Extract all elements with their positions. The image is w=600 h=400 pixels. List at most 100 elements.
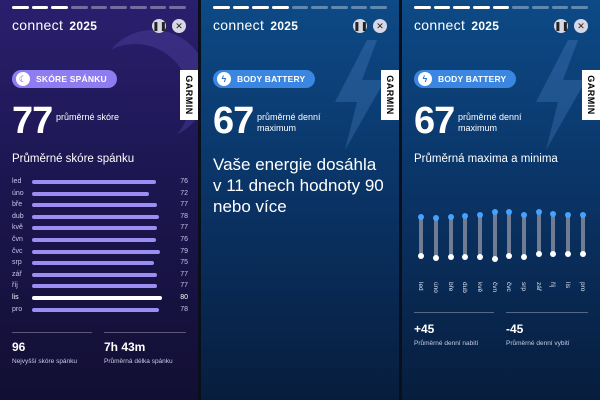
sleep-value-label: 78: [180, 212, 188, 220]
month-label: dub: [461, 282, 469, 293]
range-column: bře: [446, 200, 456, 310]
divider: [506, 312, 588, 313]
min-point: [521, 254, 527, 261]
lightning-icon: ϟ: [418, 72, 432, 86]
sleep-bar-row: čvc 79: [12, 247, 188, 259]
sleep-bar: [32, 226, 158, 231]
sleep-bar: [32, 261, 154, 266]
max-point: [433, 215, 439, 222]
month-label: lis: [564, 282, 571, 289]
moon-icon: ☾: [16, 72, 30, 86]
min-point: [433, 255, 439, 261]
range-chart-title: Průměrná maxima a minima: [414, 153, 558, 165]
month-label: čvc: [12, 247, 23, 255]
body-battery-badge: ϟ BODY BATTERY: [414, 70, 517, 88]
best-sleep-score-stat: 96 Nejvyšší skóre spánku: [12, 340, 78, 365]
sleep-bar: [32, 307, 159, 312]
sleep-value-label: 77: [180, 224, 188, 232]
max-point: [535, 209, 542, 216]
sleep-value-label: 76: [180, 235, 188, 243]
range-column: kvě: [475, 200, 485, 310]
pause-button[interactable]: ❚❚: [554, 19, 570, 33]
max-point: [477, 211, 483, 218]
range-column: dub: [460, 200, 470, 310]
lightning-decoration-icon: [335, 40, 385, 150]
bar-track: [32, 214, 162, 219]
range-column: říj: [548, 200, 558, 310]
average-sleep-duration-stat: 7h 43m Průměrná délka spánku: [104, 340, 173, 365]
month-label: zář: [534, 282, 542, 292]
sleep-value-label: 77: [180, 270, 188, 278]
range-column: zář: [534, 200, 544, 310]
month-label: srp: [12, 259, 22, 267]
min-point: [447, 254, 454, 261]
min-point: [535, 251, 542, 258]
sleep-bar-row: led 76: [12, 177, 188, 189]
close-icon: ✕: [376, 21, 384, 31]
pause-button[interactable]: ❚❚: [353, 19, 368, 33]
range-bar: [566, 214, 570, 255]
month-label: led: [417, 282, 425, 291]
range-bar: [536, 212, 541, 255]
pause-icon: ❚❚: [152, 21, 168, 31]
sleep-bar: [32, 214, 159, 219]
sleep-bar-row: dub 78: [12, 212, 188, 224]
range-column: lis: [563, 200, 573, 310]
month-label: čvn: [490, 282, 498, 293]
max-point: [418, 213, 425, 220]
month-label: bře: [446, 282, 454, 292]
month-label: říj: [12, 282, 18, 290]
min-point: [477, 254, 483, 261]
max-point: [550, 210, 557, 217]
sleep-bar: [32, 284, 158, 289]
range-bar: [492, 212, 497, 259]
max-point: [521, 211, 527, 218]
sleep-bar: [32, 237, 156, 242]
sleep-value-label: 75: [180, 259, 188, 267]
close-button[interactable]: ✕: [574, 19, 588, 33]
bar-track: [32, 191, 162, 196]
range-column: pro: [578, 200, 588, 310]
sleep-chart-title: Průměrné skóre spánku: [12, 153, 135, 165]
brand-logo: connect 2025: [12, 17, 98, 33]
close-button[interactable]: ✕: [172, 19, 186, 33]
sleep-value-label: 76: [180, 178, 188, 185]
range-bar: [419, 216, 424, 257]
energy-message: Vaše energie dosáhla v 11 dnech hodnoty …: [213, 155, 384, 216]
sleep-bar-row: lis 80: [12, 293, 188, 305]
body-battery-range-panel: connect 2025 ❚❚ ✕ ϟ BODY BATTERY GARMIN …: [402, 0, 600, 400]
bar-track: [32, 203, 162, 208]
month-label: lis: [12, 293, 19, 301]
min-point: [565, 251, 571, 258]
sleep-bar: [32, 191, 149, 196]
pause-icon: ❚❚: [554, 21, 570, 31]
range-bar: [448, 216, 453, 258]
average-daily-max-label: průměrné denní maximum: [458, 112, 522, 133]
daily-charge-stat: +45 Průměrné denní nabití: [414, 322, 479, 347]
pause-button[interactable]: ❚❚: [152, 19, 168, 33]
divider: [12, 332, 92, 333]
panel-separator: [399, 0, 402, 400]
average-daily-max: 67: [213, 100, 254, 142]
month-label: bře: [12, 201, 23, 209]
min-point: [418, 253, 425, 260]
range-bar: [463, 215, 468, 258]
min-point: [506, 253, 513, 260]
bar-track: [32, 295, 162, 300]
close-icon: ✕: [577, 21, 585, 31]
brand-logo: connect 2025: [414, 17, 500, 33]
sleep-bar-row: bře 77: [12, 200, 188, 212]
sleep-bar-row: kvě 77: [12, 223, 188, 235]
sleep-value-label: 78: [180, 305, 188, 313]
month-label: pro: [12, 305, 23, 313]
sleep-bar: [32, 249, 161, 254]
sleep-bar: [32, 295, 162, 300]
bar-track: [32, 226, 162, 231]
range-column: čvc: [504, 200, 514, 310]
min-point: [462, 254, 469, 261]
close-icon: ✕: [175, 21, 183, 31]
sleep-score-badge: ☾ SKÓRE SPÁNKU: [12, 70, 117, 88]
max-point: [447, 213, 454, 220]
sleep-bar-row: srp 75: [12, 258, 188, 270]
close-button[interactable]: ✕: [373, 19, 387, 33]
